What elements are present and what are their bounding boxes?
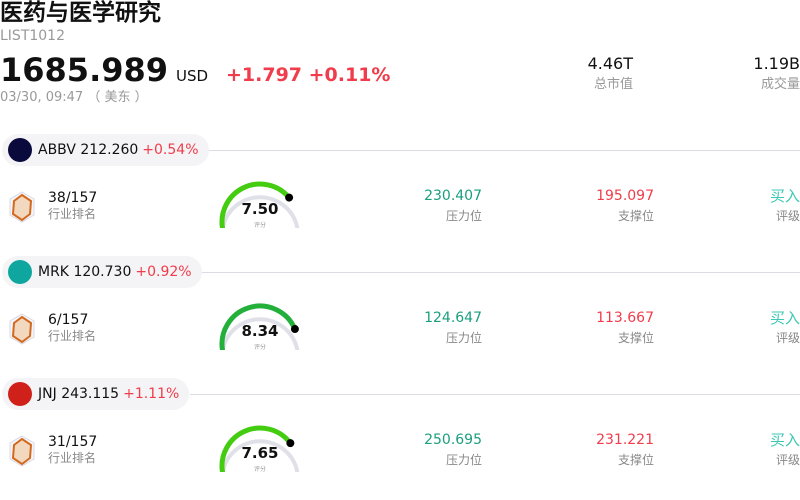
industry-rank: 31/157 行业排名 [48,434,97,466]
resistance-label: 压力位 [445,331,482,345]
volume: 1.19B 成交量 [753,54,800,93]
gauge-fill [219,425,293,472]
stock-price: 212.260 [80,141,139,158]
gauge-track [220,317,300,350]
gauge-track [220,439,300,472]
market-cap-label: 总市值 [593,77,633,92]
stock-change: +1.11% [123,385,180,402]
rank-label: 行业排名 [48,329,97,343]
score-value: 7.50 [241,200,279,218]
rating-label: 评级 [775,209,800,223]
timestamp: 03/30, 09:47 （ 美东 ） [0,90,148,105]
rating-value: 买入 [769,431,800,449]
list-code: LIST1012 [0,28,65,44]
currency: USD [176,67,209,85]
gauge-marker [286,439,295,448]
gauge-marker [285,193,294,202]
score-label: 评分 [253,344,266,351]
rank-value: 31/157 [48,434,98,450]
rating[interactable]: 买入 评级 [770,432,800,468]
rating[interactable]: 买入 评级 [770,310,800,346]
support: 231.221 支撑位 [596,432,654,468]
gauge-marker [290,325,299,334]
support-value: 113.667 [596,310,654,326]
rank-label: 行业排名 [48,207,97,221]
radar-icon [9,191,35,223]
stock-section: MRK 120.730 +0.92% 6/157 行业排名 8.34 评分 12… [0,256,800,378]
support: 113.667 支撑位 [596,310,654,346]
support-value: 231.221 [596,432,654,448]
gauge-track [220,195,300,228]
resistance: 230.407 压力位 [424,188,482,224]
ticker: ABBV [38,141,76,158]
index-change: +1.797 +0.11% [226,64,391,86]
rating-label: 评级 [775,331,800,345]
resistance-value: 250.695 [424,432,482,448]
market-cap-value: 4.46T [587,54,633,73]
company-logo-icon [8,382,32,406]
divider [190,272,800,273]
stock-price: 120.730 [73,263,132,280]
divider [190,150,800,151]
rating-value: 买入 [769,187,800,205]
market-cap: 4.46T 总市值 [588,54,633,93]
radar-icon [9,435,35,467]
stock-pill[interactable]: JNJ 243.115 +1.11% [2,378,190,410]
score-gauge [219,303,300,350]
support-label: 支撑位 [617,453,654,467]
stock-change: +0.92% [135,263,192,280]
score-gauge [219,425,300,472]
support-label: 支撑位 [617,331,654,345]
support-label: 支撑位 [617,209,654,223]
support-value: 195.097 [596,188,654,204]
ticker: MRK [38,263,69,280]
support: 195.097 支撑位 [596,188,654,224]
stock-section: JNJ 243.115 +1.11% 31/157 行业排名 7.65 评分 2… [0,378,800,500]
stock-section: ABBV 212.260 +0.54% 38/157 行业排名 7.50 评分 … [0,134,800,256]
score-label: 评分 [253,222,266,229]
rank-value: 6/157 [48,312,89,328]
industry-rank: 6/157 行业排名 [48,312,96,344]
ticker: JNJ [38,385,57,402]
resistance-value: 230.407 [424,188,482,204]
resistance-label: 压力位 [445,209,482,223]
divider [190,394,800,395]
stock-change: +0.54% [142,141,199,158]
resistance: 124.647 压力位 [424,310,482,346]
industry-rank: 38/157 行业排名 [48,190,97,222]
stock-pill[interactable]: MRK 120.730 +0.92% [2,256,202,288]
company-logo-icon [8,138,32,162]
resistance-label: 压力位 [445,453,482,467]
rank-label: 行业排名 [48,451,97,465]
score-value: 7.65 [241,444,279,462]
gauge-fill [219,181,292,228]
stock-price: 243.115 [61,385,120,402]
score-gauge [219,181,300,228]
volume-value: 1.19B [753,54,800,73]
radar-icon [9,313,35,345]
score-value: 8.34 [241,322,279,340]
rating[interactable]: 买入 评级 [770,188,800,224]
page-title: 医药与医学研究 [0,0,161,26]
company-logo-icon [8,260,32,284]
resistance: 250.695 压力位 [424,432,482,468]
stock-pill[interactable]: ABBV 212.260 +0.54% [2,134,209,166]
rating-value: 买入 [769,309,800,327]
rank-value: 38/157 [48,190,98,206]
rating-label: 评级 [775,453,800,467]
volume-label: 成交量 [760,77,800,92]
gauge-fill [219,303,298,350]
resistance-value: 124.647 [424,310,482,326]
score-label: 评分 [253,466,266,473]
index-price: 1685.989 [0,51,169,89]
